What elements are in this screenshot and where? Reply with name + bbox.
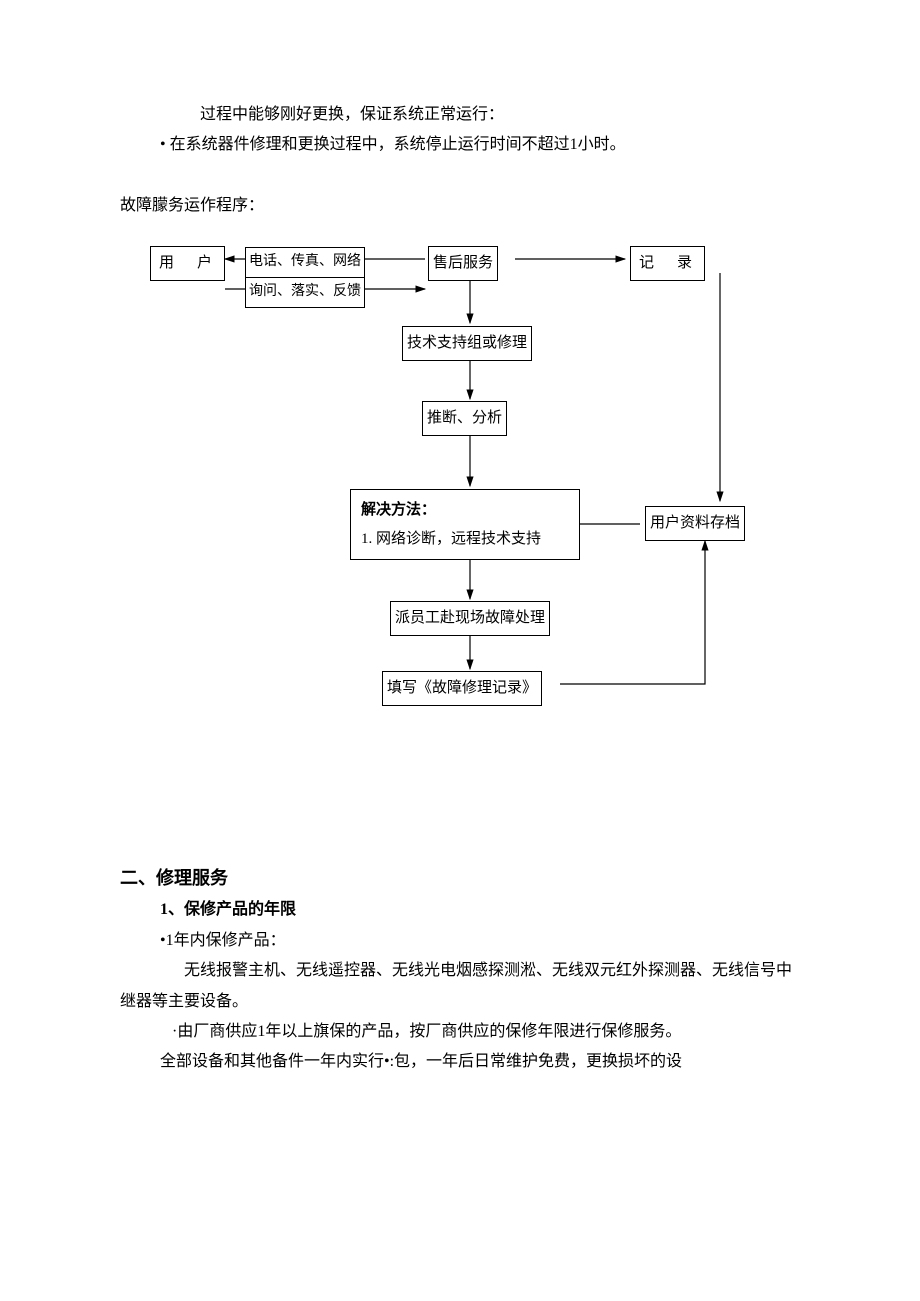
sec2-p1: 1、保修产品的年限	[120, 895, 800, 925]
node-record: 记 录	[630, 246, 705, 281]
intro-bullet: • 在系统器件修理和更换过程中，系统停止运行时间不超过1小时。	[120, 130, 800, 160]
intro-line: 过程中能够刚好更换，保证系统正常运行：	[120, 100, 800, 130]
edge-label-feedback: 询问、落实、反馈	[245, 277, 365, 308]
edge-label-contact: 电话、传真、网络	[245, 247, 365, 278]
node-aftersale: 售后服务	[428, 246, 498, 281]
node-tech-support: 技术支持组或修理	[402, 326, 532, 361]
solution-title: 解决方法：	[361, 496, 569, 525]
solution-item: 1. 网络诊断，远程技术支持	[361, 525, 569, 554]
sec2-p4: ·由厂商供应1年以上旗保的产品，按厂商供应的保修年限进行保修服务。	[120, 1017, 800, 1047]
node-analyze: 推断、分析	[422, 401, 507, 436]
section2-heading: 二、修理服务	[120, 861, 800, 895]
flowchart: 用 户 电话、传真、网络 售后服务 记 录 询问、落实、反馈 技术支持组或修理 …	[150, 241, 790, 761]
sec2-p3: 无线报警主机、无线遥控器、无线光电烟感探测淞、无线双元红外探测器、无线信号中继器…	[120, 956, 800, 1017]
node-archive: 用户资料存档	[645, 506, 745, 541]
node-solution: 解决方法： 1. 网络诊断，远程技术支持	[350, 489, 580, 560]
node-user: 用 户	[150, 246, 225, 281]
sec2-p5: 全部设备和其他备件一年内实行•:包，一年后日常维护免费，更换损坏的设	[120, 1047, 800, 1077]
sec2-p2: •1年内保修产品：	[120, 926, 800, 956]
node-dispatch: 派员工赴现场故障处理	[390, 601, 550, 636]
procedure-heading: 故障朦务运作程序：	[120, 191, 800, 221]
node-writeup: 填写《故障修理记录》	[382, 671, 542, 706]
